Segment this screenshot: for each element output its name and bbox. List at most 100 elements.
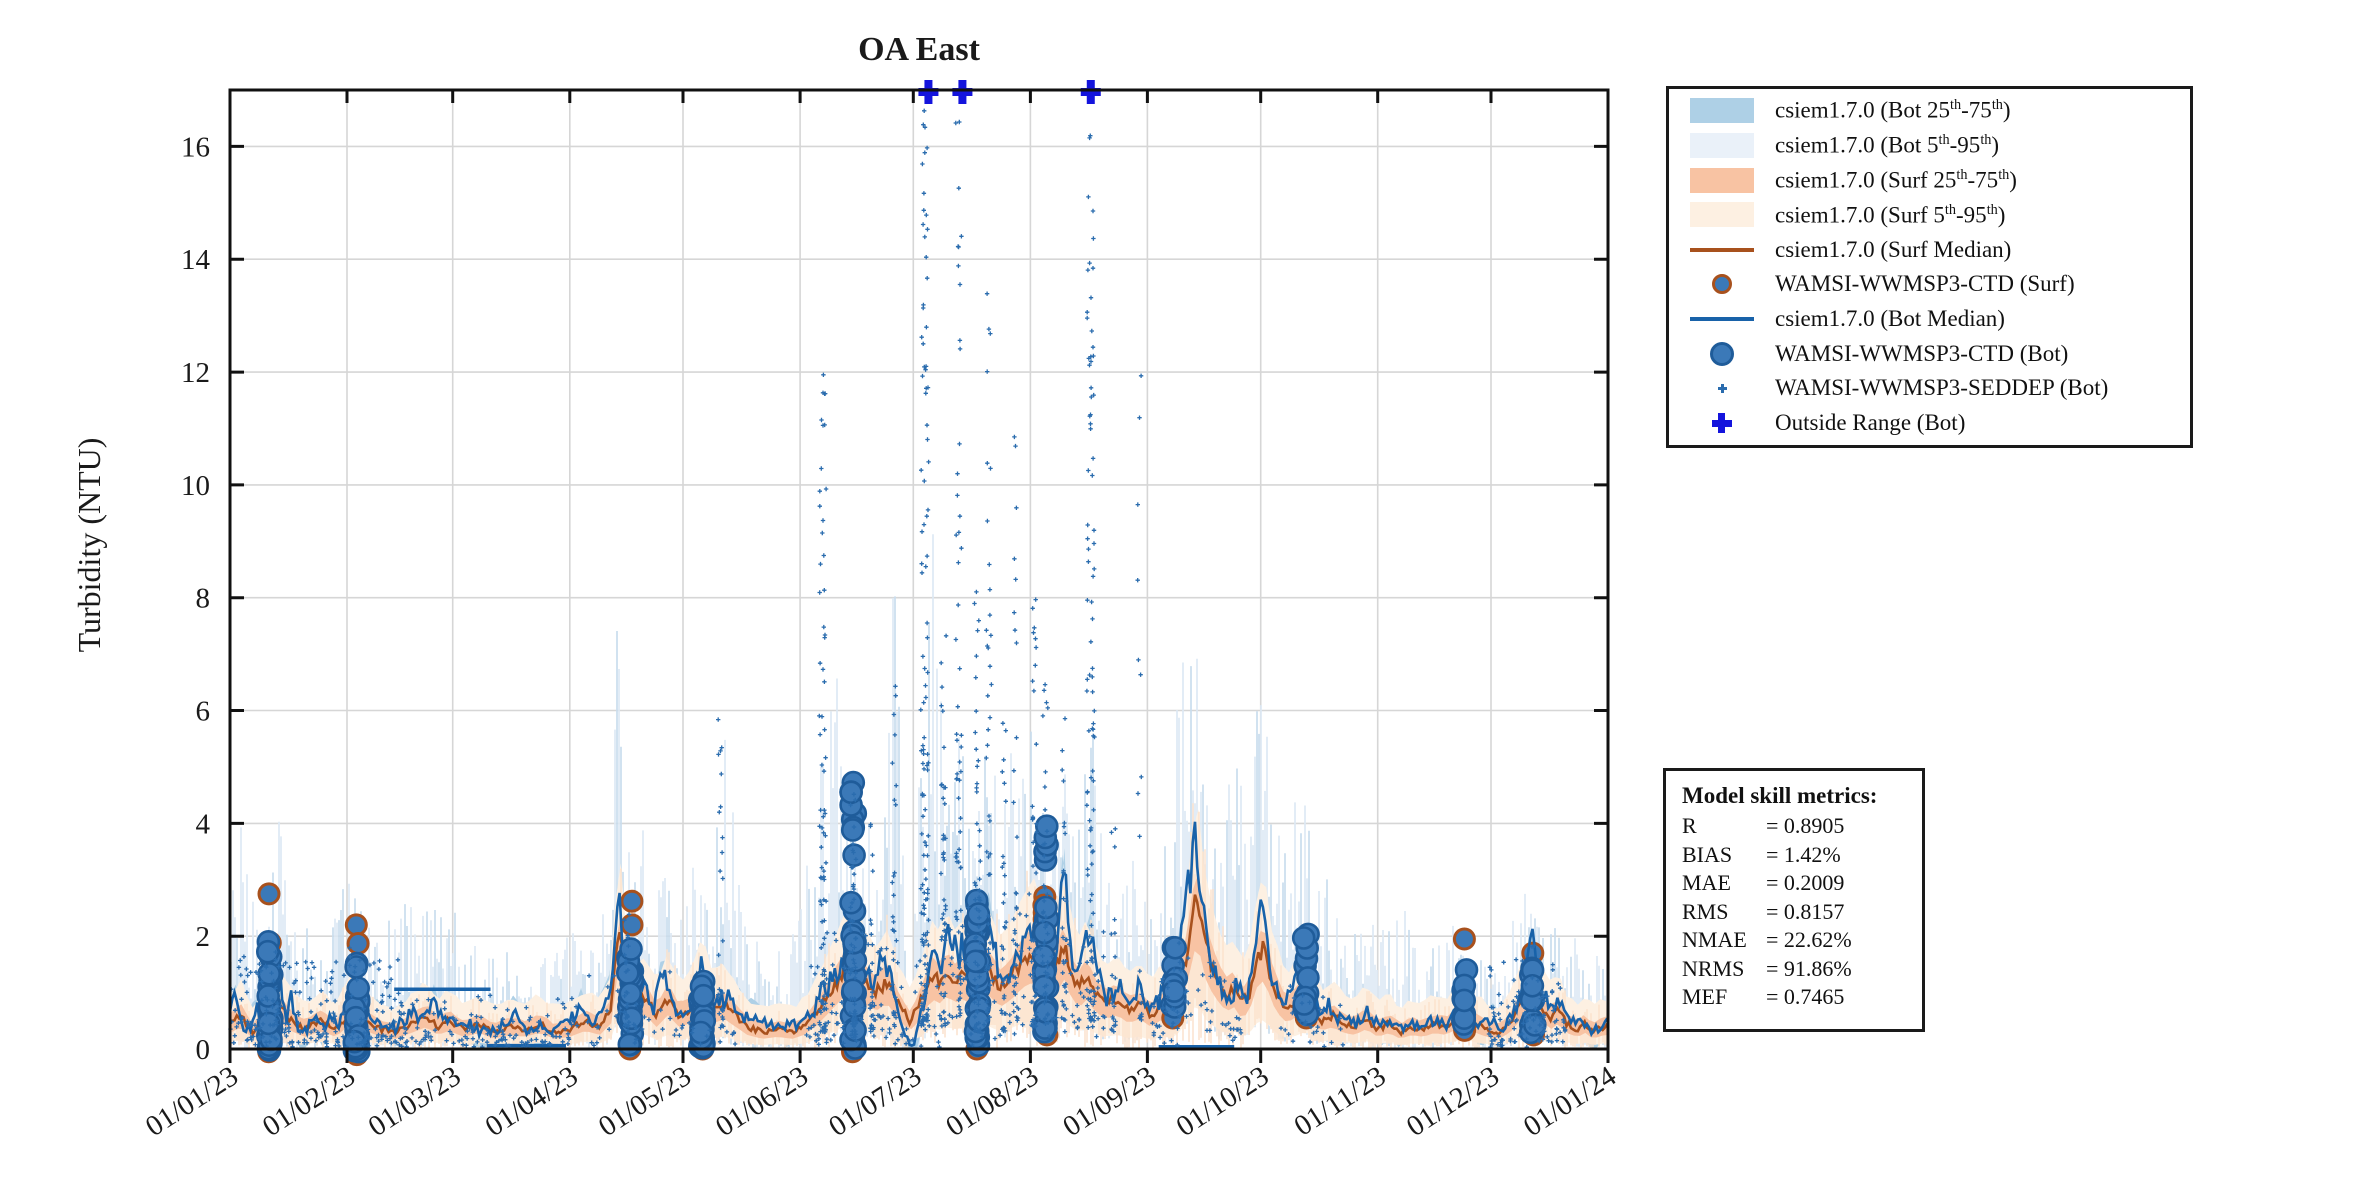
x-tick-label: 01/01/24 <box>1518 1060 1622 1143</box>
y-tick-label: 2 <box>196 921 211 953</box>
legend-item: csiem1.7.0 (Bot 5th-95th) <box>1669 128 2190 162</box>
legend-box: csiem1.7.0 (Bot 25th-75th) csiem1.7.0 (Bo… <box>1666 86 2193 448</box>
x-tick-label: 01/08/23 <box>940 1060 1044 1143</box>
legend-label: Outside Range (Bot) <box>1775 410 1966 436</box>
axes-border <box>228 88 1610 1051</box>
bot-median-line-swatch <box>1669 317 1775 322</box>
ctd-surf-marker <box>346 932 370 955</box>
legend-item: WAMSI-WWMSP3-SEDDEP (Bot) <box>1669 371 2190 405</box>
ctd-bot-marker <box>1291 926 1316 950</box>
legend-item: WAMSI-WWMSP3-CTD (Surf) <box>1669 267 2190 301</box>
metric-label: MEF <box>1682 984 1728 1009</box>
ctd-bot-marker <box>615 961 640 985</box>
metric-row: RMS = 0.8157 <box>1682 898 1922 927</box>
metric-label: NRMS <box>1682 955 1745 981</box>
metrics-box: Model skill metrics: R = 0.8905 BIAS = 1.42… <box>1663 768 1925 1032</box>
seddep-markers <box>228 108 1568 1050</box>
x-tick-label: 01/12/23 <box>1401 1060 1505 1143</box>
x-tick-label: 01/06/23 <box>710 1060 814 1143</box>
metric-row: NMAE = 22.62% <box>1682 926 1922 955</box>
legend-label: WAMSI-WWMSP3-CTD (Surf) <box>1775 271 2075 297</box>
ctd-bot-marker-swatch <box>1669 341 1775 366</box>
ctd-surf-marker <box>1452 927 1476 951</box>
x-tick-label: 01/05/23 <box>593 1060 697 1143</box>
x-tick-label: 01/09/23 <box>1057 1060 1161 1143</box>
x-tick-label: 01/10/23 <box>1171 1060 1275 1143</box>
metric-value: = 0.8905 <box>1766 813 1845 838</box>
outside-range-marker-swatch <box>1669 412 1775 434</box>
legend-item: csiem1.7.0 (Bot 25th-75th) <box>1669 94 2190 128</box>
metric-label: RMS <box>1682 898 1729 924</box>
ctd-bot-marker <box>1035 814 1059 839</box>
ctd-bot-marker <box>617 1032 642 1057</box>
legend-item: Outside Range (Bot) <box>1669 406 2190 440</box>
legend-label: WAMSI-WWMSP3-SEDDEP (Bot) <box>1775 375 2109 401</box>
legend-label: csiem1.7.0 (Bot Median) <box>1775 306 2005 332</box>
y-tick-label: 14 <box>181 244 211 276</box>
y-tick-label: 16 <box>181 131 210 163</box>
axis-ticks <box>228 90 1610 1063</box>
ctd-bot-marker <box>966 902 991 926</box>
metric-value: = 91.86% <box>1766 955 1852 981</box>
ctd-bot-marker <box>346 976 371 1001</box>
ctd-bot-marker <box>842 843 866 868</box>
x-tick-label: 01/02/23 <box>257 1060 361 1143</box>
metric-value: = 22.62% <box>1766 927 1852 952</box>
x-tick-label: 01/11/23 <box>1289 1060 1392 1142</box>
y-tick-label: 8 <box>196 583 211 615</box>
metric-row: R = 0.8905 <box>1682 812 1922 841</box>
legend-label: csiem1.7.0 (Surf Median) <box>1775 236 2012 262</box>
ctd-surf-marker <box>257 882 281 906</box>
legend-label: csiem1.7.0 (Surf 5th-95th) <box>1775 201 2006 228</box>
surf-5-95-band-swatch <box>1669 202 1775 228</box>
ctd-bot-marker <box>1162 979 1186 1003</box>
metric-row: MAE = 0.2009 <box>1682 869 1922 898</box>
bot-5-95-band-swatch <box>1669 132 1775 158</box>
metrics-title: Model skill metrics: <box>1682 783 1878 808</box>
y-tick-label: 10 <box>181 470 210 502</box>
x-tick-label: 01/07/23 <box>823 1060 927 1143</box>
legend-item: csiem1.7.0 (Bot Median) <box>1669 302 2190 336</box>
metric-label: BIAS <box>1682 841 1733 867</box>
outside-range-marker <box>918 80 939 104</box>
ctd-bot-marker <box>619 937 643 961</box>
x-tick-label: 01/04/23 <box>480 1060 584 1143</box>
metric-value: = 0.8157 <box>1766 898 1845 924</box>
ctd-bot-marker <box>1452 988 1476 1013</box>
ctd-surf-marker <box>344 913 368 937</box>
surf-median-line-swatch <box>1669 247 1775 252</box>
legend-label: csiem1.7.0 (Surf 25th-75th) <box>1775 166 2017 193</box>
legend-label: WAMSI-WWMSP3-CTD (Bot) <box>1775 340 2069 366</box>
ctd-bot-marker <box>1296 966 1320 990</box>
y-tick-label: 6 <box>196 696 211 728</box>
chart-title: OA East <box>858 31 981 68</box>
metric-value: = 0.2009 <box>1766 870 1845 895</box>
legend-label: csiem1.7.0 (Bot 5th-95th) <box>1775 132 2000 158</box>
legend-item: WAMSI-WWMSP3-CTD (Bot) <box>1669 337 2190 371</box>
surf-25-75-band-swatch <box>1669 167 1775 193</box>
legend-item: csiem1.7.0 (Surf 5th-95th) <box>1669 198 2190 232</box>
ctd-bot-marker <box>255 939 280 964</box>
seddep-marker-swatch <box>1669 383 1775 393</box>
legend-label: csiem1.7.0 (Bot 25th-75th) <box>1775 97 2011 124</box>
ctd-bot-marker <box>839 780 863 805</box>
ctd-bot-marker <box>618 981 643 1006</box>
ctd-bot-marker <box>1163 935 1187 960</box>
ctd-surf-marker-swatch <box>1669 274 1775 295</box>
metric-row: NRMS = 91.86% <box>1682 955 1922 984</box>
y-tick-label: 0 <box>196 1034 211 1066</box>
surf-5-95-band <box>230 809 1608 1046</box>
ctd-bot-marker <box>1292 992 1316 1016</box>
ctd-bot-marker <box>842 930 866 955</box>
legend-item: csiem1.7.0 (Surf 25th-75th) <box>1669 163 2190 197</box>
outside-range-marker <box>1080 80 1101 104</box>
ctd-bot-marker <box>256 1011 281 1036</box>
ctd-bot-marker <box>840 818 865 842</box>
ctd-surf-marker <box>620 889 644 913</box>
bot-25-75-band-swatch <box>1669 98 1775 124</box>
x-tick-label: 01/01/23 <box>140 1060 244 1143</box>
y-tick-label: 12 <box>181 357 210 389</box>
metric-value: = 0.7465 <box>1766 984 1845 1009</box>
